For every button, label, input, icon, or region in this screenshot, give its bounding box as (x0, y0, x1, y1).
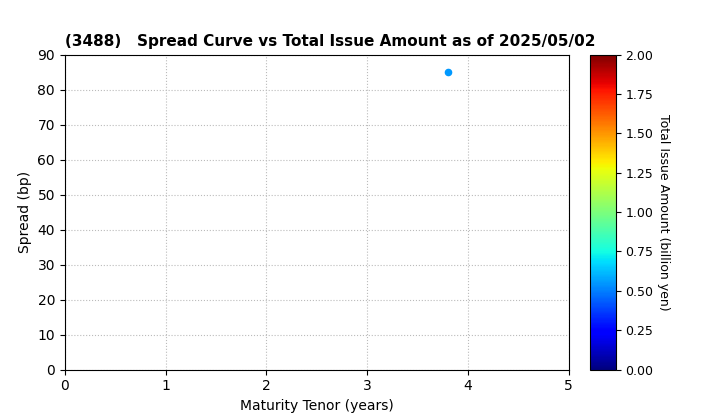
Point (442, 69, 454, 76)
Text: (3488)   Spread Curve vs Total Issue Amount as of 2025/05/02: (3488) Spread Curve vs Total Issue Amoun… (65, 34, 595, 49)
Y-axis label: Total Issue Amount (billion yen): Total Issue Amount (billion yen) (657, 114, 670, 310)
Y-axis label: Spread (bp): Spread (bp) (18, 171, 32, 253)
X-axis label: Maturity Tenor (years): Maturity Tenor (years) (240, 399, 394, 413)
